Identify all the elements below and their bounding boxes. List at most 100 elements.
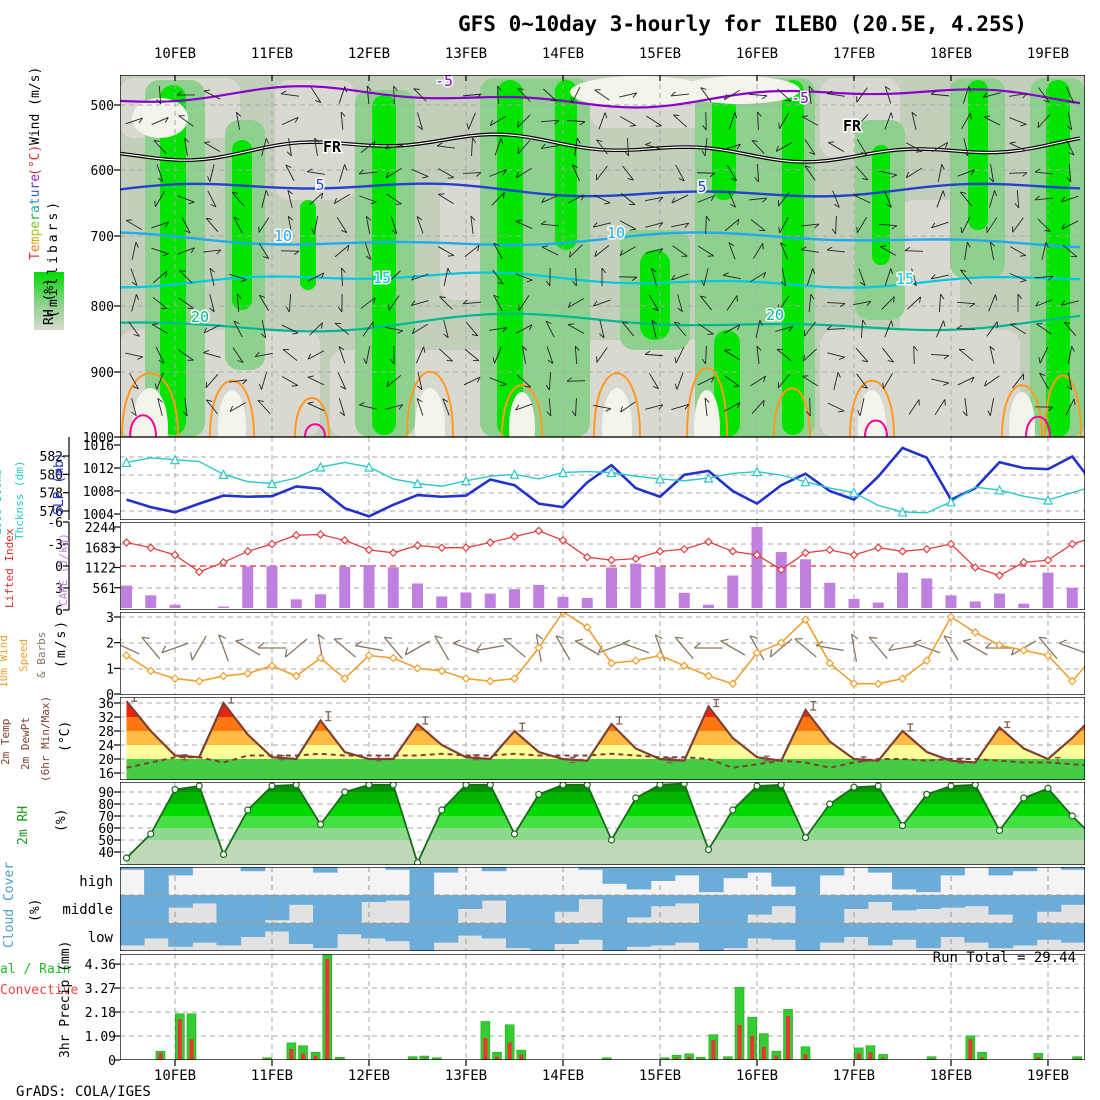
svg-text:32: 32	[98, 711, 114, 726]
precip-axis: 4.36 3.27 2.18 1.09 0	[85, 958, 1049, 1069]
slp-axis-label: SLP (mb)	[52, 452, 67, 515]
svg-text:5: 5	[315, 176, 324, 194]
svg-text:500: 500	[91, 99, 114, 114]
svg-text:80: 80	[98, 798, 114, 813]
wind10m-label-1: 10m Wind	[0, 635, 10, 688]
rh2m-label: 2m RH	[16, 805, 31, 845]
svg-text:1.09: 1.09	[85, 1030, 116, 1045]
svg-text:0: 0	[106, 688, 114, 703]
temp2m-label-2: 2m DewPt	[19, 717, 32, 770]
svg-text:24: 24	[98, 739, 114, 754]
svg-text:1: 1	[106, 662, 114, 677]
svg-text:576: 576	[40, 505, 63, 520]
svg-text:2244: 2244	[85, 521, 116, 536]
date-label: 15FEB	[638, 46, 682, 62]
credit: GrADS: COLA/IGES	[16, 1084, 151, 1100]
svg-text:FR: FR	[843, 117, 862, 135]
svg-text:1000: 1000	[83, 431, 114, 446]
temp2m-label-1: 2m Temp	[0, 718, 12, 765]
precip-rain-label: al / Rain	[0, 962, 71, 977]
svg-text:3: 3	[106, 611, 114, 626]
cloud-cover-panel	[120, 867, 1085, 951]
thickness-label-1: 1000-500mb	[0, 468, 4, 535]
date-label: 19FEB	[1026, 46, 1070, 62]
date-label: 18FEB	[929, 1068, 973, 1084]
slp-axes: 1016 1012 1008 1004 582 580 578 576	[40, 439, 120, 523]
wind10m-label-3: & Barbs	[35, 631, 48, 678]
cloud-row-high: high	[79, 874, 113, 890]
svg-text:1122: 1122	[85, 562, 116, 577]
svg-text:5: 5	[697, 178, 706, 196]
date-label: 13FEB	[444, 1068, 488, 1084]
svg-text:580: 580	[40, 468, 63, 483]
temp2m-label-3: (6hr Min/Max)	[39, 695, 52, 782]
date-label: 16FEB	[735, 46, 779, 62]
rh-legend-chip: RH (%)	[34, 272, 64, 330]
precip-axis-label: 3hr Precip (mm)	[58, 940, 73, 1058]
pressure-axis: 500 600 700 800 900 1000	[83, 99, 120, 446]
date-label: 12FEB	[347, 46, 391, 62]
svg-text:578: 578	[40, 487, 63, 502]
slp-thickness-panel	[120, 437, 1085, 520]
page-title: GFS 0~10day 3-hourly for ILEBO (20.5E, 4…	[458, 12, 1027, 36]
temp-unit-label: (°C)	[28, 144, 43, 176]
svg-text:0: 0	[55, 560, 63, 575]
svg-text:-6: -6	[47, 516, 63, 531]
lifted-index-label: Lifted Index	[3, 528, 16, 608]
date-label: 11FEB	[250, 1068, 294, 1084]
wind10m-label-2: Speed	[17, 638, 30, 672]
svg-text:10: 10	[274, 227, 292, 245]
run-total: Run Total = 29.44	[932, 950, 1076, 966]
svg-text:700: 700	[91, 230, 114, 245]
svg-text:20: 20	[766, 306, 784, 324]
temperature-label: Temperature	[28, 173, 43, 260]
cape-li-axes: -6 -3 0 3 6 2244 1683 1122 561	[47, 516, 120, 619]
wind-axis-label: Wind (m/s)	[28, 66, 43, 145]
cloud-row-low: low	[87, 930, 113, 946]
svg-text:1016: 1016	[83, 439, 114, 454]
svg-text:561: 561	[93, 582, 116, 597]
cape-li-panel	[120, 522, 1085, 610]
svg-text:-5: -5	[791, 89, 809, 107]
date-label: 16FEB	[735, 1068, 779, 1084]
wind10m-unit-label: (m/s)	[54, 618, 69, 668]
svg-text:40: 40	[98, 846, 114, 861]
svg-text:16: 16	[98, 767, 114, 782]
upper-air-panel: -5 -5 FR FR 5 5 10 10 15 15 20 20	[120, 75, 1085, 437]
precip-convective-label: Convective	[0, 983, 79, 998]
svg-text:1683: 1683	[85, 541, 116, 556]
svg-text:2: 2	[106, 637, 114, 652]
precip-panel	[120, 954, 1085, 1060]
temp2m-panel	[120, 697, 1085, 780]
svg-text:900: 900	[91, 366, 114, 381]
svg-text:0: 0	[108, 1054, 116, 1069]
cloud-row-middle: middle	[62, 902, 113, 918]
svg-text:1004: 1004	[83, 508, 114, 523]
svg-text:28: 28	[98, 725, 114, 740]
svg-text:20: 20	[191, 308, 209, 326]
svg-text:-3: -3	[47, 538, 63, 553]
svg-text:10: 10	[607, 224, 625, 242]
date-label: 12FEB	[347, 1068, 391, 1084]
svg-text:15: 15	[896, 270, 914, 288]
pressure-axis-label: (millibars)	[46, 198, 61, 318]
svg-text:2.18: 2.18	[85, 1006, 116, 1021]
date-label: 10FEB	[153, 46, 197, 62]
svg-text:1008: 1008	[83, 485, 114, 500]
svg-text:4.36: 4.36	[85, 958, 116, 973]
svg-text:3: 3	[55, 582, 63, 597]
date-label: 14FEB	[541, 46, 585, 62]
svg-text:FR: FR	[323, 138, 342, 156]
svg-text:20: 20	[98, 753, 114, 768]
svg-text:6: 6	[55, 604, 63, 619]
wind10m-panel	[120, 612, 1085, 695]
svg-text:800: 800	[91, 300, 114, 315]
svg-text:582: 582	[40, 450, 63, 465]
date-label: 11FEB	[250, 46, 294, 62]
date-label: 14FEB	[541, 1068, 585, 1084]
svg-text:1012: 1012	[83, 462, 114, 477]
svg-text:90: 90	[98, 786, 114, 801]
